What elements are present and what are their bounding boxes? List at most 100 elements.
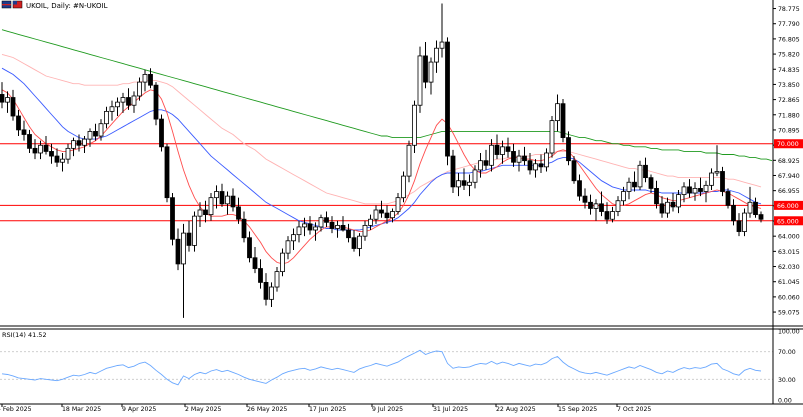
chart-title: UKOIL, Daily: #N-UKOIL bbox=[26, 2, 108, 10]
candle-body bbox=[313, 226, 318, 231]
candle-body bbox=[538, 163, 544, 168]
candle-body bbox=[544, 152, 549, 168]
rsi-tick-label: 70.00 bbox=[778, 349, 796, 356]
x-tick-label: 24 Feb 2025 bbox=[0, 406, 32, 413]
candle-body bbox=[670, 201, 676, 208]
candle-body bbox=[159, 118, 164, 148]
y-tick-label: 71.880 bbox=[778, 112, 800, 119]
y-tick-label: 73.850 bbox=[778, 82, 800, 89]
candle-body bbox=[588, 201, 593, 209]
candle-body bbox=[692, 188, 698, 194]
y-tick-label: 66.955 bbox=[778, 188, 800, 195]
candle-body bbox=[82, 138, 87, 146]
candle-body bbox=[27, 134, 32, 149]
candle-body bbox=[258, 268, 263, 283]
candle-body bbox=[285, 240, 291, 254]
y-tick-label: 76.805 bbox=[778, 36, 800, 43]
candle-body bbox=[186, 232, 192, 246]
candle-body bbox=[687, 186, 692, 194]
moving-average-line bbox=[1, 29, 773, 162]
candle-body bbox=[445, 41, 450, 157]
candle-body bbox=[577, 180, 582, 197]
candle-body bbox=[439, 41, 445, 49]
level-label-bg bbox=[774, 200, 803, 210]
y-tick-label: 64.000 bbox=[778, 234, 800, 241]
candle-body bbox=[76, 140, 82, 146]
candle-body bbox=[280, 252, 285, 273]
candle-body bbox=[357, 235, 362, 249]
y-tick-label: 59.075 bbox=[778, 310, 800, 317]
candle-body bbox=[725, 191, 731, 206]
y-tick-label: 62.030 bbox=[778, 264, 800, 271]
candle-body bbox=[665, 201, 670, 214]
candle-body bbox=[703, 184, 709, 192]
symbol-flag-icon-stripe bbox=[2, 4, 11, 6]
candle-body bbox=[120, 97, 126, 103]
x-tick-label: 31 Jul 2025 bbox=[433, 406, 468, 413]
rsi-title: RSI(14) 41.52 bbox=[2, 331, 47, 339]
candle-body bbox=[461, 180, 467, 186]
candle-body bbox=[472, 169, 478, 183]
candle-body bbox=[522, 155, 527, 162]
x-tick-label: 15 Sep 2025 bbox=[558, 406, 597, 413]
candle-body bbox=[236, 206, 241, 220]
candle-body bbox=[720, 171, 725, 192]
level-label: 70.000 bbox=[777, 141, 799, 148]
candle-body bbox=[38, 144, 43, 154]
candle-body bbox=[676, 194, 681, 208]
candle-body bbox=[373, 209, 379, 220]
candle-body bbox=[632, 181, 637, 188]
candle-body bbox=[54, 155, 60, 163]
candle-body bbox=[593, 203, 599, 209]
candle-body bbox=[60, 158, 65, 163]
candle-body bbox=[615, 200, 621, 212]
y-tick-label: 72.865 bbox=[778, 97, 800, 104]
candle-body bbox=[104, 110, 109, 125]
level-label: 65.000 bbox=[777, 218, 799, 225]
candle-body bbox=[296, 226, 302, 236]
candle-body bbox=[390, 211, 395, 219]
candle-body bbox=[21, 129, 27, 135]
candle-body bbox=[450, 155, 456, 188]
candle-body bbox=[219, 191, 225, 205]
candle-body bbox=[362, 224, 368, 237]
y-tick-label: 70.895 bbox=[778, 127, 800, 134]
candle-body bbox=[626, 181, 632, 192]
rsi-pane: RSI(14) 41.52 bbox=[0, 331, 773, 386]
y-tick-label: 75.820 bbox=[778, 52, 800, 59]
candle-body bbox=[566, 137, 571, 162]
candle-body bbox=[599, 203, 604, 212]
candle-body bbox=[175, 238, 181, 265]
candle-body bbox=[456, 180, 461, 188]
candle-body bbox=[500, 146, 505, 155]
candle-body bbox=[747, 201, 753, 214]
candle-body bbox=[0, 94, 5, 103]
candle-body bbox=[137, 81, 142, 97]
candle-body bbox=[549, 120, 555, 154]
y-tick-label: 77.790 bbox=[778, 21, 800, 28]
candle-body bbox=[181, 232, 186, 265]
candle-body bbox=[533, 163, 538, 171]
candle-body bbox=[252, 257, 258, 269]
candle-body bbox=[494, 144, 500, 155]
candle-body bbox=[659, 203, 665, 214]
candle-body bbox=[478, 160, 483, 171]
candle-body bbox=[467, 181, 472, 186]
candle-body bbox=[511, 151, 516, 163]
candle-body bbox=[208, 197, 214, 216]
y-tick-label: 78.775 bbox=[778, 6, 800, 13]
x-tick-label: 17 Jun 2025 bbox=[309, 406, 346, 413]
candle-body bbox=[98, 123, 104, 137]
candle-body bbox=[698, 188, 703, 192]
rsi-tick-label: 0.00 bbox=[778, 398, 792, 405]
candle-body bbox=[714, 171, 720, 174]
candle-body bbox=[709, 172, 714, 186]
candle-body bbox=[604, 211, 610, 220]
candle-body bbox=[214, 191, 219, 199]
candle-body bbox=[527, 160, 533, 171]
candle-body bbox=[274, 271, 280, 288]
y-tick-label: 74.835 bbox=[778, 67, 800, 74]
candle-body bbox=[49, 151, 54, 157]
candle-body bbox=[560, 103, 566, 138]
